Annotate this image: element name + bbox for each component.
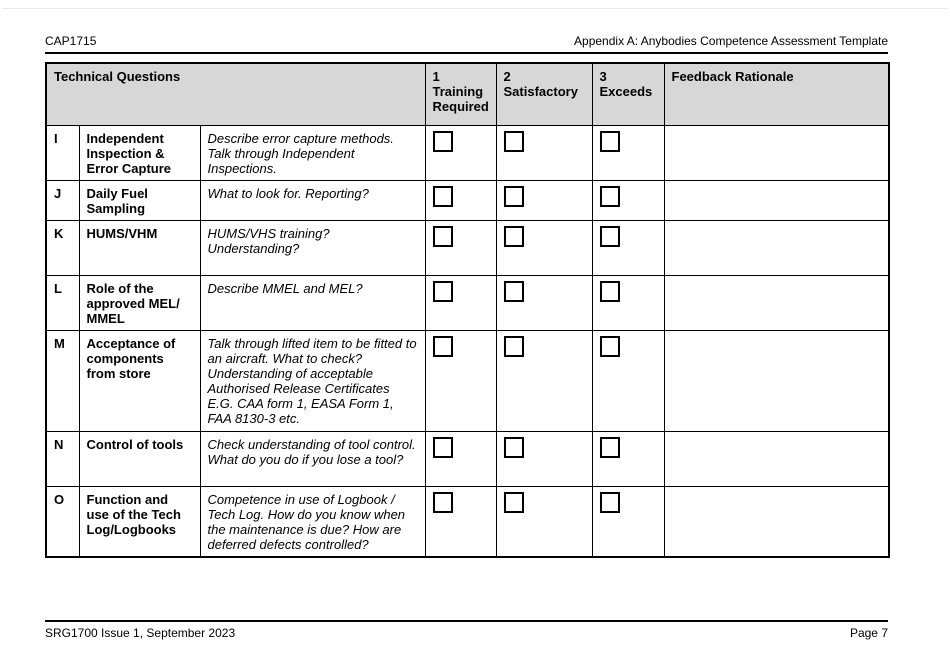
checkbox-exceeds[interactable] [599,225,620,247]
checkbox-exceeds[interactable] [599,130,620,152]
row-question: Check understanding of tool control. Wha… [199,430,426,487]
col-header-technical-questions: Technical Questions [45,62,426,126]
rating-cell-satisfactory [495,485,593,557]
rating-cell-satisfactory [495,274,593,331]
row-question: Talk through lifted item to be fitted to… [199,329,426,432]
table-row-k: K HUMS/VHM HUMS/VHS training? Understand… [45,219,890,276]
checkbox-satisfactory[interactable] [503,130,524,152]
checkbox-satisfactory[interactable] [503,185,524,207]
rating-cell-satisfactory [495,430,593,487]
checkbox-exceeds[interactable] [599,491,620,513]
header-appendix-title: Appendix A: Anybodies Competence Assessm… [574,34,888,48]
feedback-cell [663,179,890,221]
rating-cell-exceeds [591,219,665,276]
checkbox-training-required[interactable] [432,225,453,247]
document-footer: SRG1700 Issue 1, September 2023 Page 7 [45,620,888,640]
row-letter: L [45,274,80,331]
col-header-exceeds: 3 Exceeds [591,62,665,126]
row-question: HUMS/VHS training? Understanding? [199,219,426,276]
row-topic: Daily Fuel Sampling [78,179,201,221]
rating-cell-satisfactory [495,329,593,432]
checkbox-training-required[interactable] [432,280,453,302]
checkbox-exceeds[interactable] [599,436,620,458]
table-row-o: O Function and use of the Tech Log/Logbo… [45,485,890,557]
rating-cell-exceeds [591,274,665,331]
table-row-i: I Independent Inspection & Error Capture… [45,124,890,181]
checkbox-training-required[interactable] [432,130,453,152]
col-header-satisfactory: 2 Satisfactory [495,62,593,126]
rating-cell-training-required [424,219,497,276]
document-header: CAP1715 Appendix A: Anybodies Competence… [45,34,888,54]
table-row-l: L Role of the approved MEL/ MMEL Describ… [45,274,890,331]
rating-cell-training-required [424,430,497,487]
header-doc-code: CAP1715 [45,34,97,48]
footer-page-number: Page 7 [849,626,888,640]
feedback-cell [663,219,890,276]
col-header-training-required: 1 Training Required [424,62,497,126]
row-topic: Function and use of the Tech Log/Logbook… [78,485,201,557]
footer-issue-info: SRG1700 Issue 1, September 2023 [45,626,236,640]
rating-cell-training-required [424,485,497,557]
checkbox-satisfactory[interactable] [503,491,524,513]
table-row-m: M Acceptance of components from store Ta… [45,329,890,432]
rating-cell-exceeds [591,485,665,557]
row-topic: HUMS/VHM [78,219,201,276]
assessment-table: Technical Questions 1 Training Required … [45,62,891,558]
rating-cell-exceeds [591,124,665,181]
table-header-row: Technical Questions 1 Training Required … [45,62,890,126]
checkbox-training-required[interactable] [432,335,453,357]
col-header-feedback-rationale: Feedback Rationale [663,62,890,126]
rating-cell-exceeds [591,430,665,487]
rating-cell-exceeds [591,329,665,432]
feedback-cell [663,430,890,487]
rating-cell-training-required [424,329,497,432]
row-topic: Control of tools [78,430,201,487]
table-row-n: N Control of tools Check understanding o… [45,430,890,487]
rating-cell-satisfactory [495,179,593,221]
row-question: Describe MMEL and MEL? [199,274,426,331]
row-letter: I [45,124,80,181]
rating-cell-exceeds [591,179,665,221]
checkbox-training-required[interactable] [432,491,453,513]
row-letter: N [45,430,80,487]
row-letter: O [45,485,80,557]
checkbox-satisfactory[interactable] [503,335,524,357]
checkbox-training-required[interactable] [432,436,453,458]
rating-cell-training-required [424,274,497,331]
checkbox-satisfactory[interactable] [503,280,524,302]
feedback-cell [663,124,890,181]
feedback-cell [663,274,890,331]
checkbox-exceeds[interactable] [599,280,620,302]
checkbox-exceeds[interactable] [599,185,620,207]
rating-cell-satisfactory [495,219,593,276]
row-topic: Role of the approved MEL/ MMEL [78,274,201,331]
checkbox-training-required[interactable] [432,185,453,207]
table-row-j: J Daily Fuel Sampling What to look for. … [45,179,890,221]
feedback-cell [663,485,890,557]
row-letter: J [45,179,80,221]
row-question: Describe error capture methods. Talk thr… [199,124,426,181]
row-letter: K [45,219,80,276]
row-question: What to look for. Reporting? [199,179,426,221]
checkbox-satisfactory[interactable] [503,436,524,458]
row-topic: Independent Inspection & Error Capture [78,124,201,181]
row-question: Competence in use of Logbook / Tech Log.… [199,485,426,557]
feedback-cell [663,329,890,432]
checkbox-exceeds[interactable] [599,335,620,357]
rating-cell-training-required [424,179,497,221]
rating-cell-satisfactory [495,124,593,181]
checkbox-satisfactory[interactable] [503,225,524,247]
row-letter: M [45,329,80,432]
row-topic: Acceptance of components from store [78,329,201,432]
rating-cell-training-required [424,124,497,181]
